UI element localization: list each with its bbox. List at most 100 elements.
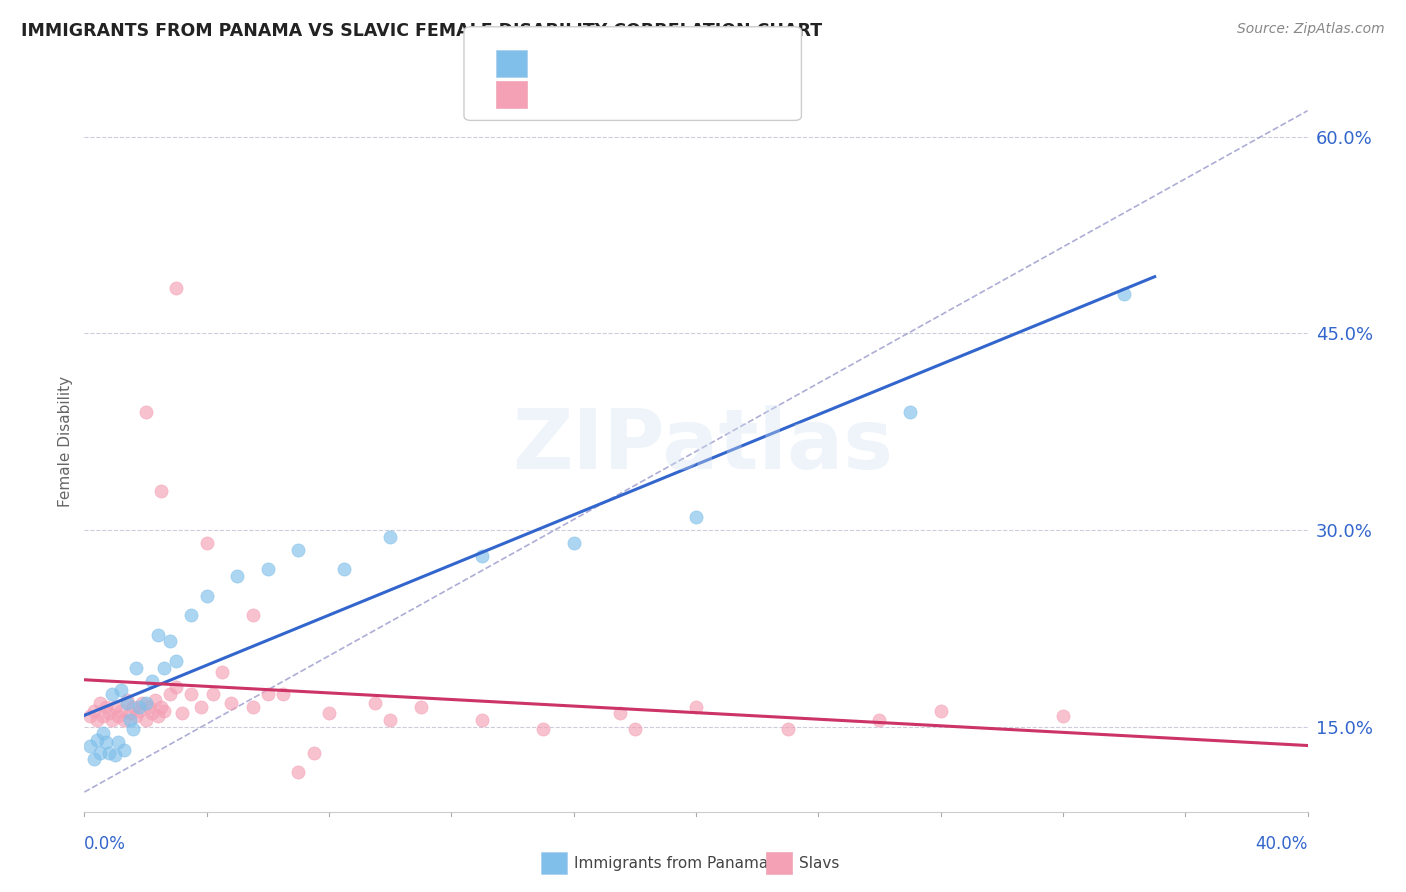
Point [929,704,952,718]
Point [869,713,891,727]
Text: Source: ZipAtlas.com: Source: ZipAtlas.com [1237,22,1385,37]
Point [685,509,707,524]
Point [685,699,707,714]
Point [143,693,166,707]
Point [115,696,138,710]
Point [471,549,494,564]
Point [107,709,129,723]
Point [97,706,120,721]
Point [219,696,242,710]
Point [190,699,212,714]
Point [122,699,145,714]
Point [364,696,387,710]
Point [128,699,150,714]
Point [112,713,135,727]
Point [409,699,432,714]
Point [91,709,114,723]
Point [146,709,169,723]
Point [146,628,169,642]
Text: 40.0%: 40.0% [1256,835,1308,854]
Point [624,722,647,736]
Point [86,713,108,727]
Point [242,608,264,623]
Text: 0.0%: 0.0% [84,835,127,854]
Point [165,680,187,694]
Point [172,706,194,721]
Point [531,722,554,736]
Point [83,704,105,718]
Point [94,735,117,749]
Point [135,696,157,710]
Point [1114,287,1136,301]
Point [128,704,150,718]
Point [257,687,280,701]
Point [101,687,124,701]
Point [94,699,117,714]
Point [89,746,111,760]
Text: Slavs: Slavs [799,856,839,871]
Point [287,765,309,780]
Point [165,280,187,294]
Point [91,726,114,740]
Point [609,706,631,721]
Point [135,405,157,419]
Text: ZIPatlas: ZIPatlas [513,406,893,486]
Point [271,687,294,701]
Point [110,682,132,697]
Point [120,706,142,721]
Point [180,687,202,701]
Point [122,722,145,736]
Point [562,536,585,550]
Point [380,713,402,727]
Point [149,483,172,498]
Point [86,732,108,747]
Point [1052,709,1074,723]
Point [120,713,142,727]
Point [153,704,176,718]
Point [211,665,233,679]
Text: Immigrants from Panama: Immigrants from Panama [574,856,768,871]
Point [131,696,153,710]
Point [79,709,101,723]
Point [226,569,249,583]
Point [135,713,157,727]
Point [776,722,799,736]
Point [101,713,124,727]
Point [195,536,218,550]
Point [153,660,176,674]
Point [141,706,163,721]
Point [302,746,325,760]
Point [104,748,127,763]
Point [380,530,402,544]
Point [165,654,187,668]
Point [107,735,129,749]
Point [287,542,309,557]
Point [195,589,218,603]
Text: R = 0.051   N = 56: R = 0.051 N = 56 [544,86,728,103]
Point [201,687,224,701]
Point [83,752,105,766]
Point [125,709,148,723]
Point [159,634,181,648]
Point [257,562,280,576]
Point [115,693,138,707]
Point [242,699,264,714]
Point [898,405,921,419]
Point [112,743,135,757]
Point [97,746,120,760]
Point [318,706,340,721]
Point [333,562,356,576]
Text: IMMIGRANTS FROM PANAMA VS SLAVIC FEMALE DISABILITY CORRELATION CHART: IMMIGRANTS FROM PANAMA VS SLAVIC FEMALE … [21,22,823,40]
Point [141,673,163,688]
Point [149,699,172,714]
Text: R = 0.478   N = 35: R = 0.478 N = 35 [544,54,728,72]
Point [125,660,148,674]
Point [138,699,160,714]
Point [180,608,202,623]
Point [89,696,111,710]
Y-axis label: Female Disability: Female Disability [58,376,73,508]
Point [159,687,181,701]
Point [104,699,127,714]
Point [79,739,101,754]
Point [110,704,132,718]
